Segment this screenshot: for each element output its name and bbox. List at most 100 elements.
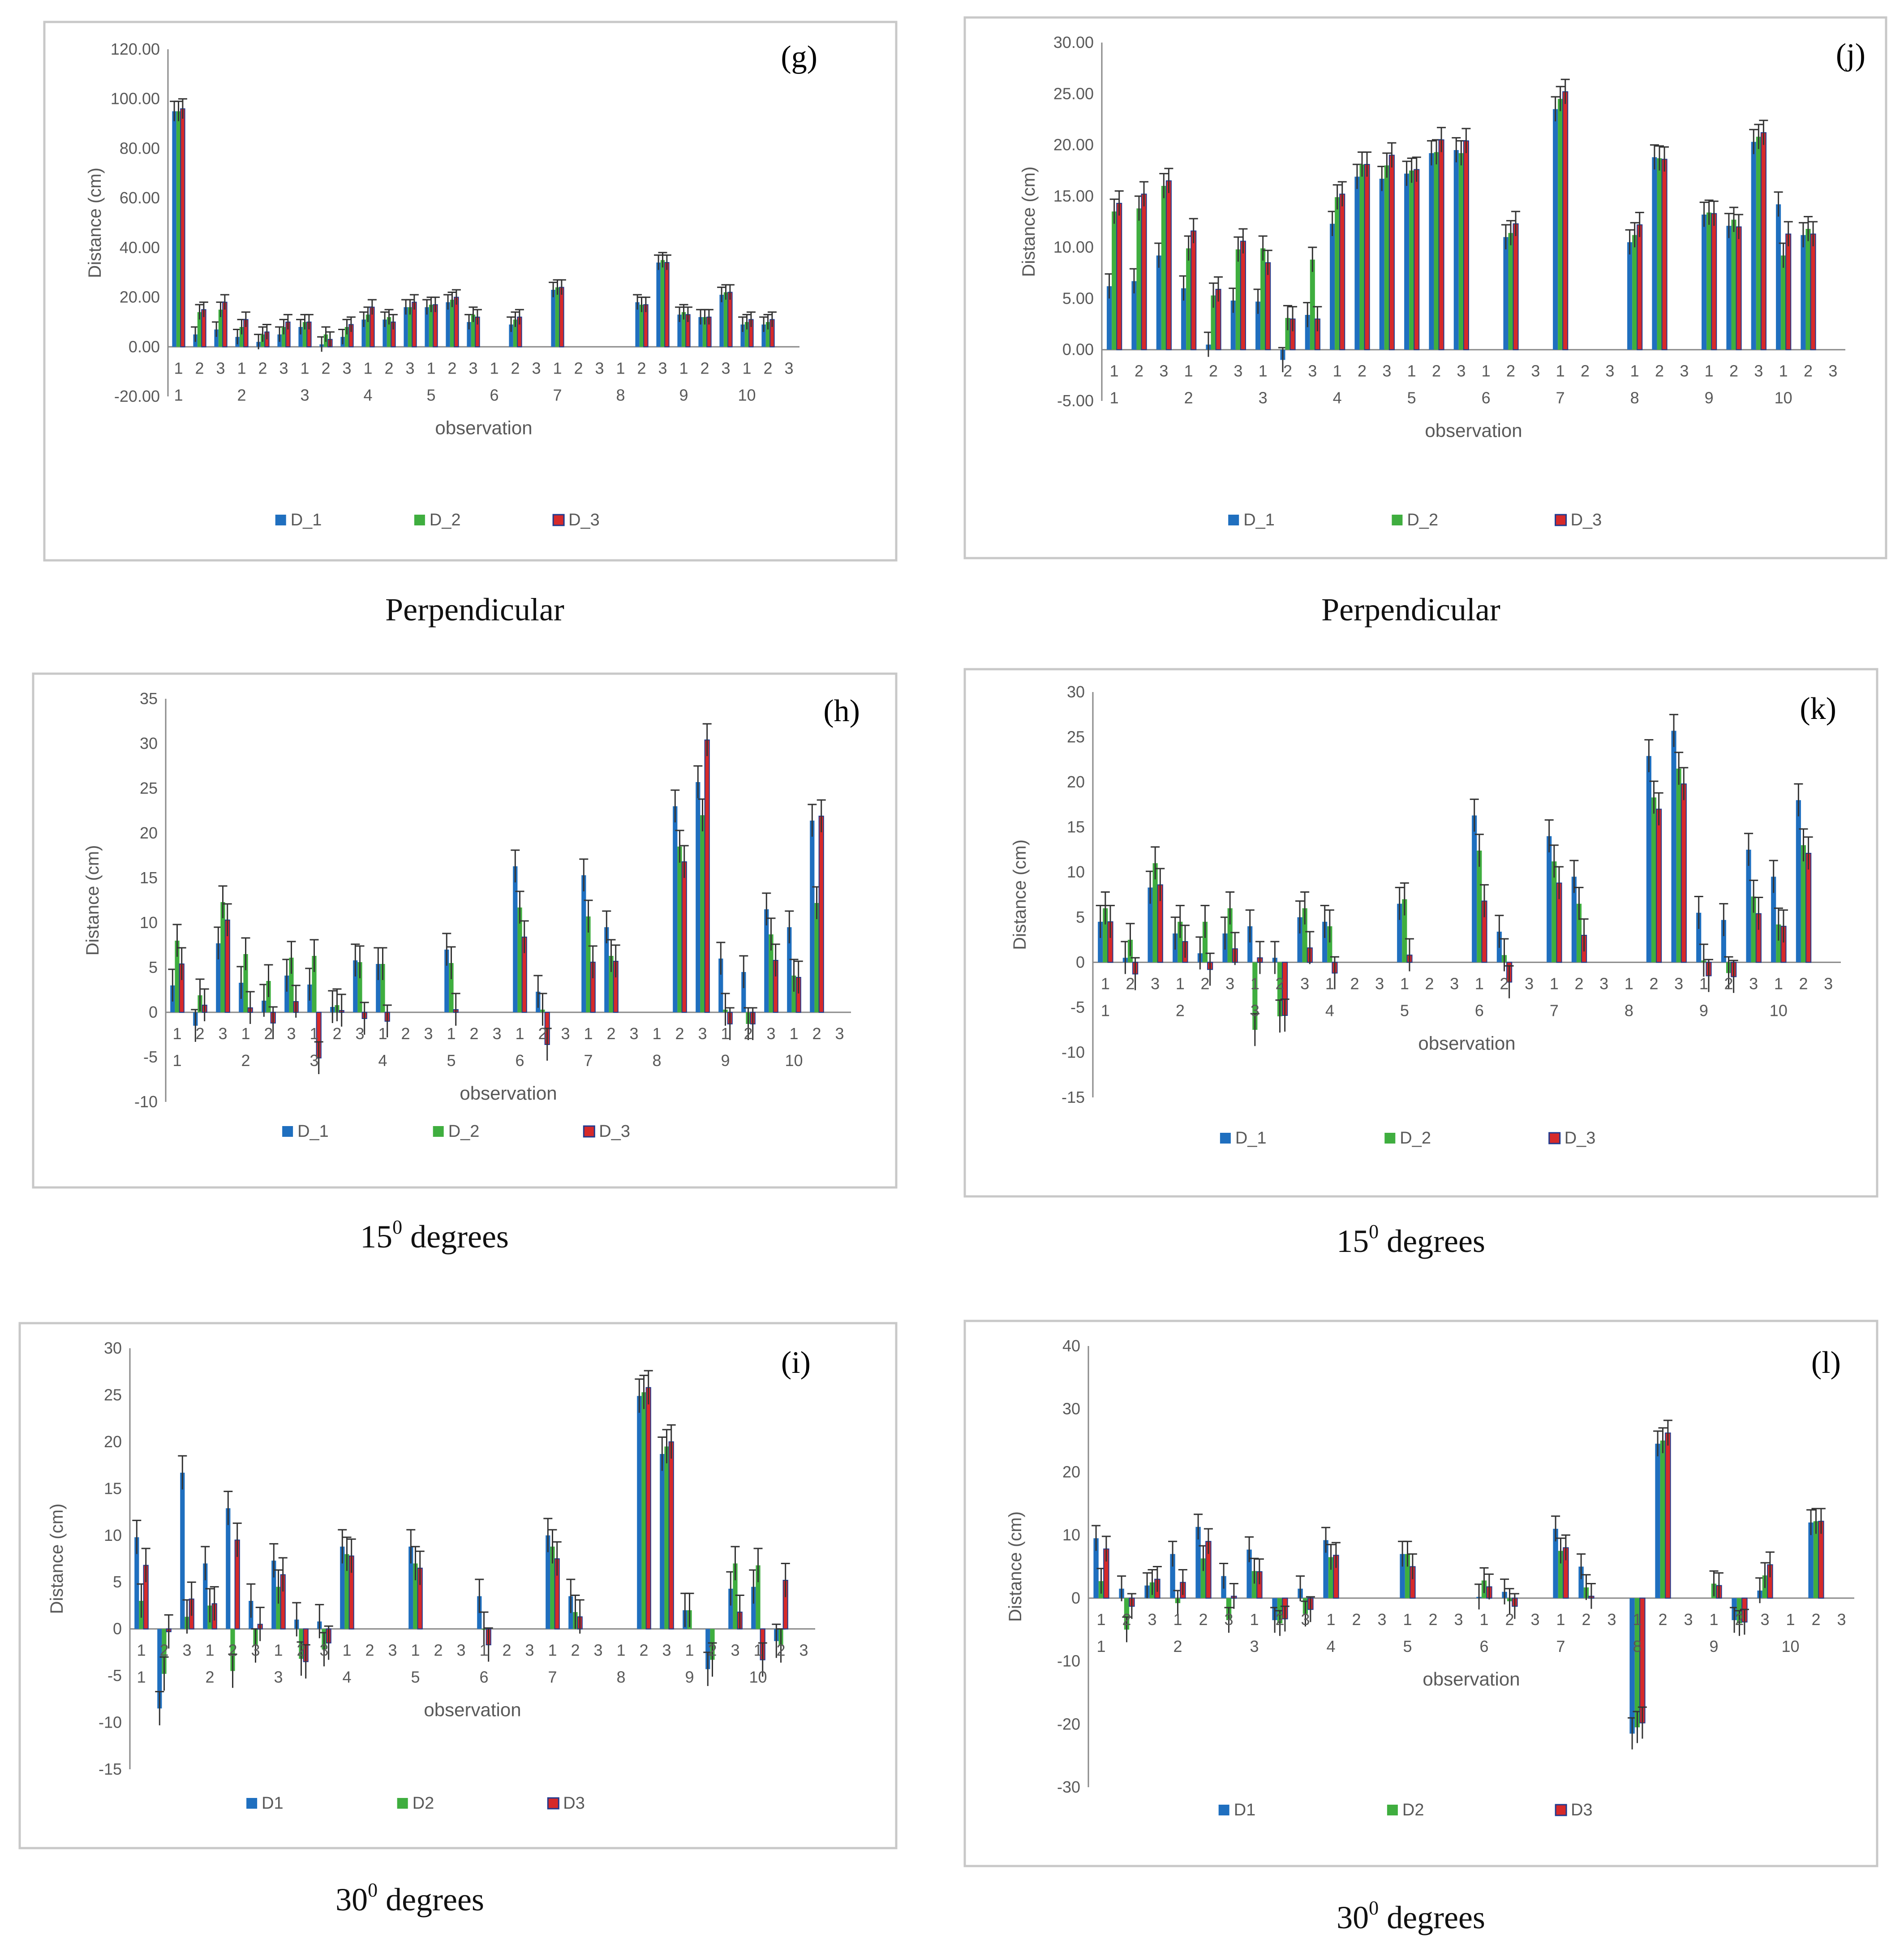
x-subcategory-label: 1 [1709,1610,1718,1629]
y-tick-label: -10 [134,1092,158,1111]
bar-d_2 [175,941,180,1012]
x-subcategory-label: 1 [1173,1610,1182,1629]
bar-d_3 [1240,241,1246,350]
x-subcategory-label: 3 [1674,974,1683,993]
caption-number: 15 [360,1219,393,1255]
bar-d_1 [1726,226,1732,350]
y-tick-label: 20.00 [1053,136,1094,154]
x-subcategory-label: 2 [1500,974,1509,993]
bar-d_2 [365,314,370,347]
y-tick-label: 20.00 [120,288,160,306]
y-tick-label: 0 [149,1003,158,1021]
x-subcategory-label: 2 [1799,974,1808,993]
x-group-label: 1 [1096,1637,1105,1656]
x-group-label: 2 [241,1051,250,1070]
x-axis-title: observation [435,417,532,438]
bar-d_3 [1116,202,1122,350]
x-axis-title: observation [1425,420,1522,441]
bar-d_1 [1571,877,1577,963]
chart-frame [963,16,1887,559]
x-subcategory-label: 3 [1234,362,1242,380]
chart-frame [43,21,898,562]
legend-label: D2 [413,1794,434,1813]
caption-number: 15 [1337,1223,1369,1259]
x-group-label: 1 [137,1668,146,1686]
x-group-label: 3 [1251,1001,1259,1019]
y-tick-label: 15 [140,869,158,887]
x-axis-title: observation [424,1699,521,1720]
bar-d_1 [404,307,408,347]
x-subcategory-label: 2 [1735,1610,1744,1629]
bar-d2 [1813,1521,1819,1598]
x-subcategory-label: 3 [731,1641,739,1660]
x-group-label: 5 [1403,1637,1412,1656]
bar-d_1 [1547,836,1552,963]
y-tick-label: 10 [104,1526,122,1544]
y-tick-label: 15 [104,1479,122,1497]
bar-d_1 [1255,301,1261,350]
x-subcategory-label: 3 [1749,974,1758,993]
bar-d_2 [555,287,560,347]
x-subcategory-label: 1 [363,359,372,377]
y-tick-label: 40.00 [120,238,160,257]
bar-d_3 [1785,233,1792,350]
bar-d_1 [1696,912,1702,963]
x-subcategory-label: 3 [1531,362,1540,380]
x-subcategory-label: 1 [378,1024,387,1043]
x-group-label: 6 [479,1668,488,1686]
panel-label: (l) [1811,1346,1841,1380]
bar-d3 [668,1441,674,1630]
y-tick-label: 5 [113,1573,122,1591]
bar-d_2 [1359,164,1365,350]
x-subcategory-label: 2 [700,359,709,377]
x-subcategory-label: 3 [784,359,793,377]
bar-d_3 [727,292,733,348]
x-subcategory-label: 3 [629,1024,638,1043]
x-subcategory-label: 2 [384,359,393,377]
x-subcategory-label: 1 [1779,362,1788,380]
x-group-label: 10 [1781,1637,1799,1656]
x-group-label: 2 [237,386,246,404]
bar-d1 [1808,1522,1814,1598]
x-subcategory-label: 2 [574,359,583,377]
bar-d_2 [1477,850,1482,963]
bar-d_1 [353,960,358,1012]
bar-d_1 [1107,286,1112,350]
bar-d_3 [1339,194,1345,350]
bar-d_2 [239,327,244,347]
x-subcategory-label: 3 [218,1024,227,1043]
x-subcategory-label: 3 [1225,974,1234,993]
x-subcategory-label: 3 [1224,1610,1233,1629]
x-subcategory-label: 1 [1400,974,1409,993]
legend-swatch-d_2 [1384,1133,1396,1144]
caption-text: degrees [1379,1900,1485,1935]
y-tick-label: -15 [99,1760,122,1778]
x-group-label: 3 [300,386,309,404]
bar-d_1 [513,866,518,1012]
bar-d_2 [344,327,349,347]
bar-d_2 [380,964,385,1012]
x-subcategory-label: 2 [511,359,520,377]
bar-d_1 [1646,756,1651,963]
bar-d_1 [1404,173,1410,350]
x-subcategory-label: 1 [300,359,309,377]
bar-d_2 [197,312,202,347]
bar-d_1 [698,317,703,347]
bar-d_3 [818,816,824,1013]
chart-panel-i: 30 25 20 15 10 5 0 -5 -10 -15 Distance (cm) (i) 1 2 3 1… [18,1321,898,1850]
bar-d_2 [1706,212,1712,350]
bar-d2 [1328,1557,1334,1598]
y-axis-title: Distance (cm) [1019,167,1039,277]
bar-d_2 [449,963,454,1012]
bar-d_2 [765,322,770,347]
bar-d_1 [1796,800,1801,963]
bar-d_2 [1632,235,1638,350]
legend-label: D1 [262,1794,284,1813]
y-tick-label: -15 [1062,1088,1085,1106]
bar-d_3 [1656,808,1662,963]
legend-swatch-d_2 [1392,515,1403,525]
bar-d1 [134,1537,139,1629]
bar-d1 [203,1563,208,1629]
x-subcategory-label: 1 [205,1641,214,1660]
